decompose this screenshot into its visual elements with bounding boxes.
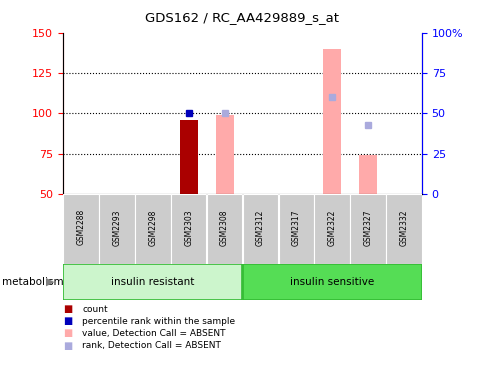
Text: insulin sensitive: insulin sensitive — [289, 277, 374, 287]
Text: insulin resistant: insulin resistant — [111, 277, 194, 287]
Text: GSM2332: GSM2332 — [399, 209, 408, 246]
Text: GSM2312: GSM2312 — [256, 209, 264, 246]
Text: ■: ■ — [63, 316, 72, 326]
Bar — [314, 194, 349, 264]
Bar — [135, 194, 170, 264]
Bar — [170, 194, 206, 264]
Bar — [63, 194, 99, 264]
Text: GSM2322: GSM2322 — [327, 209, 336, 246]
Text: count: count — [82, 305, 108, 314]
Bar — [242, 264, 421, 300]
Bar — [179, 120, 197, 194]
Text: GSM2288: GSM2288 — [76, 209, 85, 246]
Bar — [349, 194, 385, 264]
Bar — [242, 194, 278, 264]
Text: rank, Detection Call = ABSENT: rank, Detection Call = ABSENT — [82, 341, 221, 350]
Bar — [99, 194, 135, 264]
Text: ■: ■ — [63, 304, 72, 314]
Text: GSM2298: GSM2298 — [148, 209, 157, 246]
Text: GDS162 / RC_AA429889_s_at: GDS162 / RC_AA429889_s_at — [145, 11, 339, 24]
Text: GSM2308: GSM2308 — [220, 209, 228, 246]
Bar — [385, 194, 421, 264]
Text: GSM2327: GSM2327 — [363, 209, 372, 246]
Text: metabolism: metabolism — [2, 277, 64, 287]
Text: ■: ■ — [63, 328, 72, 339]
Text: GSM2317: GSM2317 — [291, 209, 300, 246]
Bar — [63, 264, 242, 300]
Text: value, Detection Call = ABSENT: value, Detection Call = ABSENT — [82, 329, 226, 338]
Bar — [206, 194, 242, 264]
Text: GSM2293: GSM2293 — [112, 209, 121, 246]
Text: GSM2303: GSM2303 — [184, 209, 193, 246]
Bar — [278, 194, 314, 264]
Text: percentile rank within the sample: percentile rank within the sample — [82, 317, 235, 326]
Bar — [322, 49, 340, 194]
Bar — [358, 155, 376, 194]
Text: ■: ■ — [63, 340, 72, 351]
Text: ▶: ▶ — [46, 277, 55, 287]
Bar — [215, 115, 233, 194]
